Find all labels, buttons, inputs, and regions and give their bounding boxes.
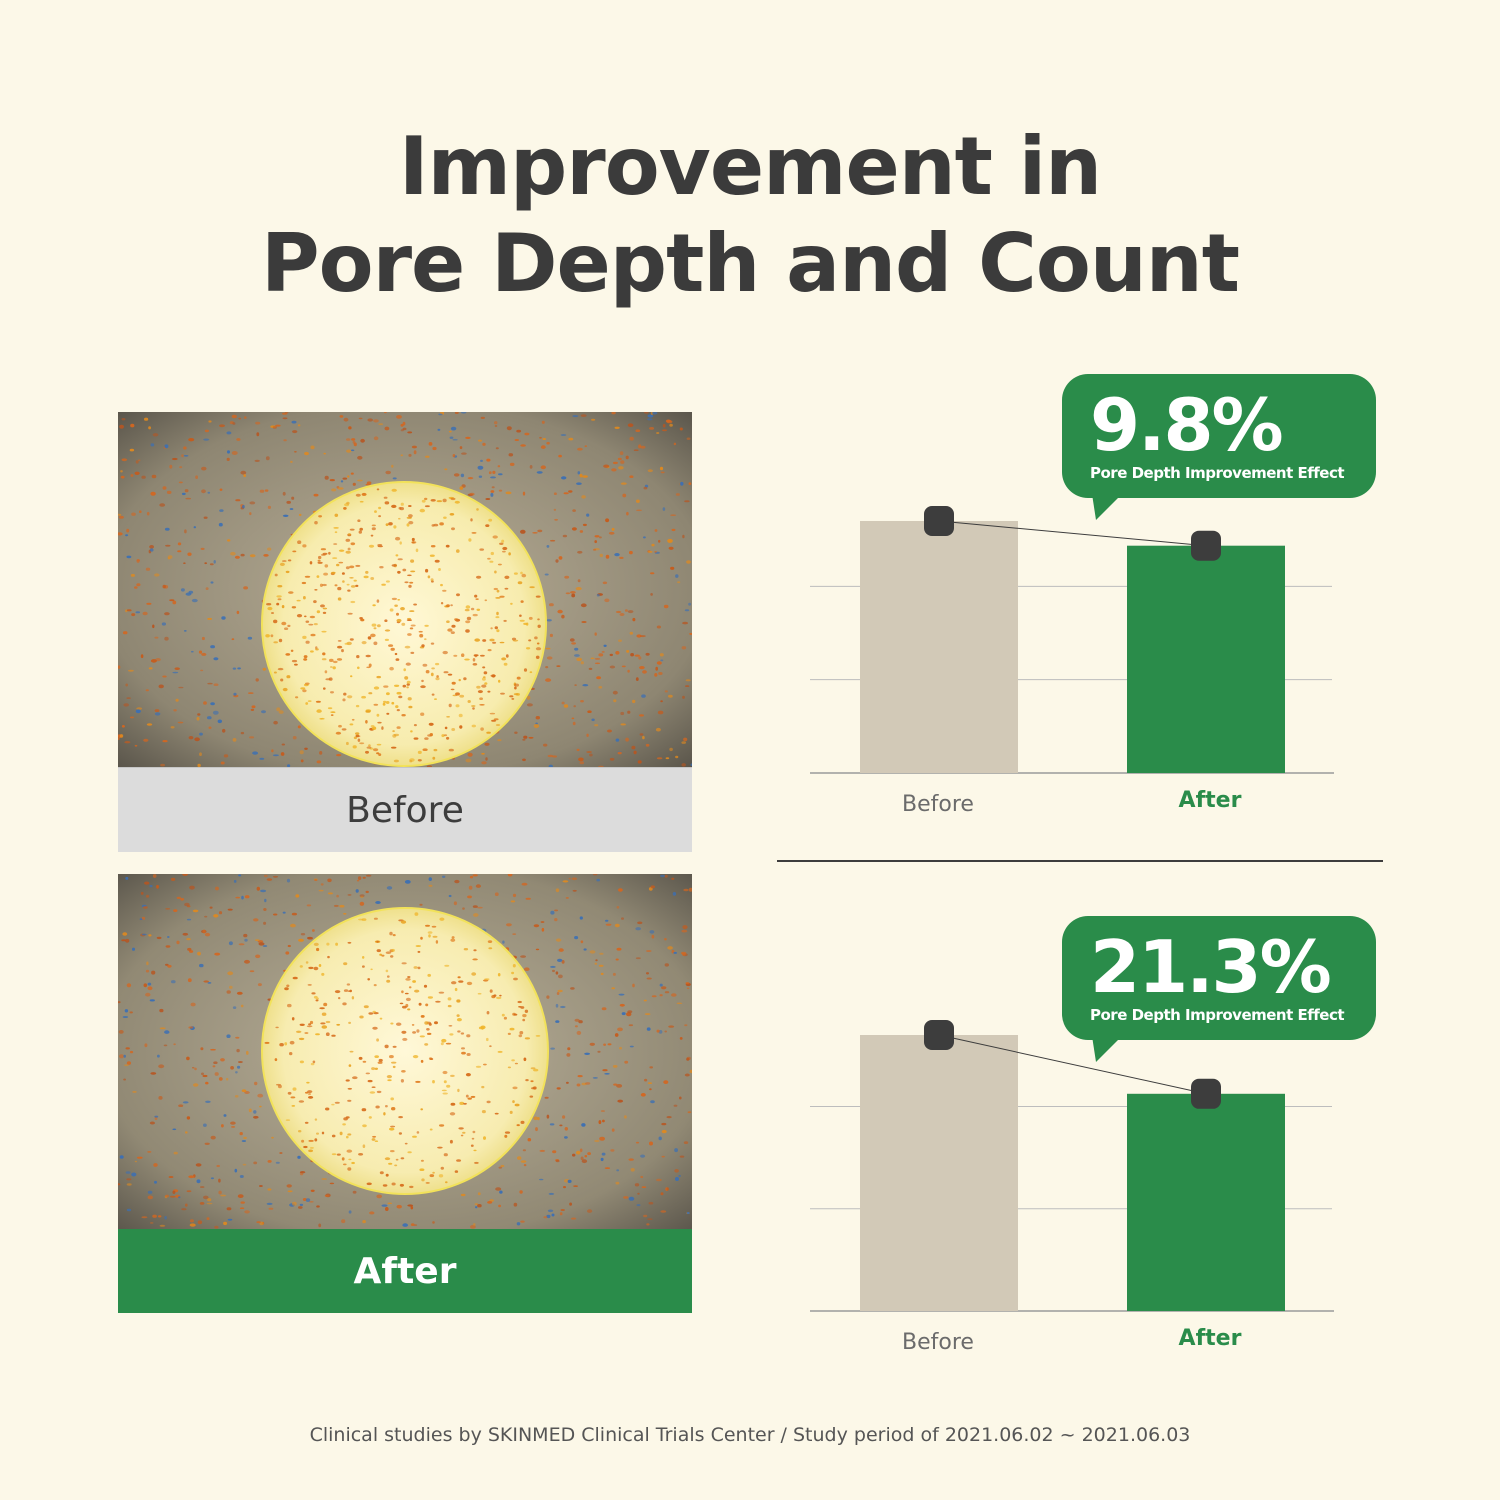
marker-after xyxy=(1191,1078,1221,1109)
before-label: Before xyxy=(118,767,692,852)
callout-value-2: 21.3% xyxy=(1090,925,1332,1009)
x-tick-label-after: After xyxy=(1178,788,1242,813)
trend-line xyxy=(938,1034,1207,1095)
callout-value-1: 9.8% xyxy=(1090,383,1284,467)
pore-depth-chart-2: 21.3% Pore Depth Improvement Effect Befo… xyxy=(780,912,1400,1392)
marker-before xyxy=(924,506,954,536)
x-tick-label-before: Before xyxy=(902,792,974,817)
callout-label-1: Pore Depth Improvement Effect xyxy=(1090,464,1345,482)
trend-line xyxy=(938,520,1207,547)
bar-before xyxy=(860,521,1018,773)
chart-1-plot xyxy=(810,506,1334,774)
title-line-2: Pore Depth and Count xyxy=(260,217,1240,310)
marker-before xyxy=(924,1020,954,1050)
pore-depth-chart-1: 9.8% Pore Depth Improvement Effect Befor… xyxy=(780,370,1400,850)
callout-bubble-1: 9.8% Pore Depth Improvement Effect xyxy=(1062,374,1376,520)
footnote: Clinical studies by SKINMED Clinical Tri… xyxy=(309,1424,1191,1446)
chart-2-plot xyxy=(810,1020,1334,1312)
bar-after xyxy=(1127,1093,1285,1311)
page-title: Improvement in Pore Depth and Count xyxy=(0,118,1500,312)
callout-bubble-2: 21.3% Pore Depth Improvement Effect xyxy=(1062,916,1376,1062)
marker-after xyxy=(1191,530,1221,561)
chart-divider xyxy=(777,860,1383,862)
title-line-1: Improvement in xyxy=(398,120,1102,213)
x-tick-label-after: After xyxy=(1178,1326,1242,1351)
after-photo-card: After xyxy=(118,874,692,1313)
after-skin-image xyxy=(118,874,692,1229)
before-skin-image xyxy=(118,412,692,767)
x-tick-label-before: Before xyxy=(902,1330,974,1355)
callout-label-2: Pore Depth Improvement Effect xyxy=(1090,1006,1345,1024)
bar-after xyxy=(1127,545,1285,773)
before-photo-card: Before xyxy=(118,412,692,852)
bar-before xyxy=(860,1035,1018,1311)
after-label: After xyxy=(118,1229,692,1313)
